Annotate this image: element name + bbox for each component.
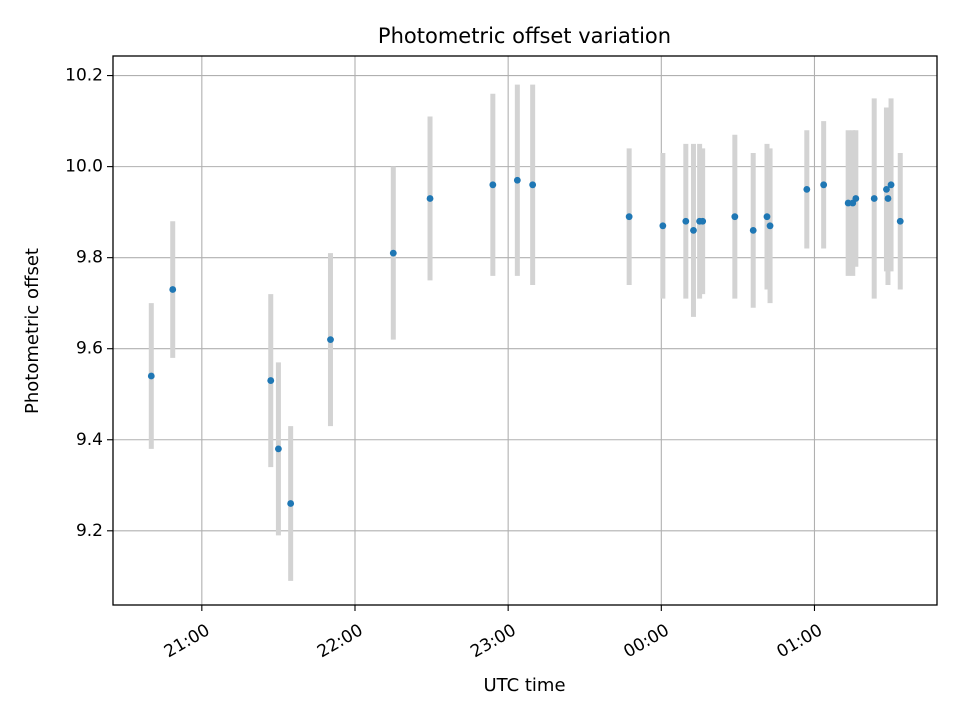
data-point [896,217,904,225]
data-point [883,185,890,193]
data-point [625,213,633,221]
data-point [884,195,892,202]
data-point [749,226,757,234]
y-tick-label: 10.2 [65,66,103,86]
y-tick-label: 9.6 [76,339,103,359]
data-point [426,195,434,202]
point-layer [147,176,904,507]
chart-title: Photometric offset variation [378,24,671,48]
data-point [327,336,334,344]
data-point [820,181,828,189]
y-tick-label: 9.2 [76,521,103,541]
data-point [870,195,878,202]
y-tick-label: 9.4 [76,430,103,450]
grid-layer [113,56,937,605]
data-point [682,217,690,225]
data-point [887,181,895,189]
data-point [659,222,667,230]
data-point [766,222,774,230]
data-point [852,195,860,202]
y-tick-label: 9.8 [76,248,103,268]
data-point [763,213,771,221]
y-axis-title: Photometric offset [22,248,43,414]
data-point [803,185,811,193]
data-point [169,286,177,293]
data-point [690,226,697,234]
data-point [699,217,707,225]
x-axis-title: UTC time [483,675,565,696]
data-point [513,176,521,184]
data-point [267,377,275,384]
data-point [731,213,739,221]
data-point [389,249,397,257]
data-point [147,372,155,380]
data-point [489,181,497,189]
plot-frame [112,55,938,606]
data-point [529,181,537,189]
data-point [287,500,295,507]
data-point [275,445,282,453]
y-tick-label: 10.0 [65,157,103,177]
